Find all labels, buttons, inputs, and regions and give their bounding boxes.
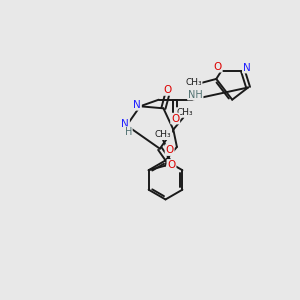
Text: CH₃: CH₃ [176, 108, 193, 117]
Text: CH₃: CH₃ [155, 130, 171, 139]
Text: N: N [121, 119, 129, 129]
Text: N: N [133, 100, 141, 110]
Text: N: N [243, 63, 250, 73]
Text: O: O [163, 85, 171, 95]
Text: O: O [214, 62, 222, 72]
Text: O: O [167, 160, 175, 170]
Text: H: H [124, 127, 132, 137]
Text: O: O [166, 145, 174, 155]
Text: CH₃: CH₃ [185, 78, 202, 87]
Text: O: O [171, 114, 179, 124]
Text: NH: NH [188, 90, 203, 100]
